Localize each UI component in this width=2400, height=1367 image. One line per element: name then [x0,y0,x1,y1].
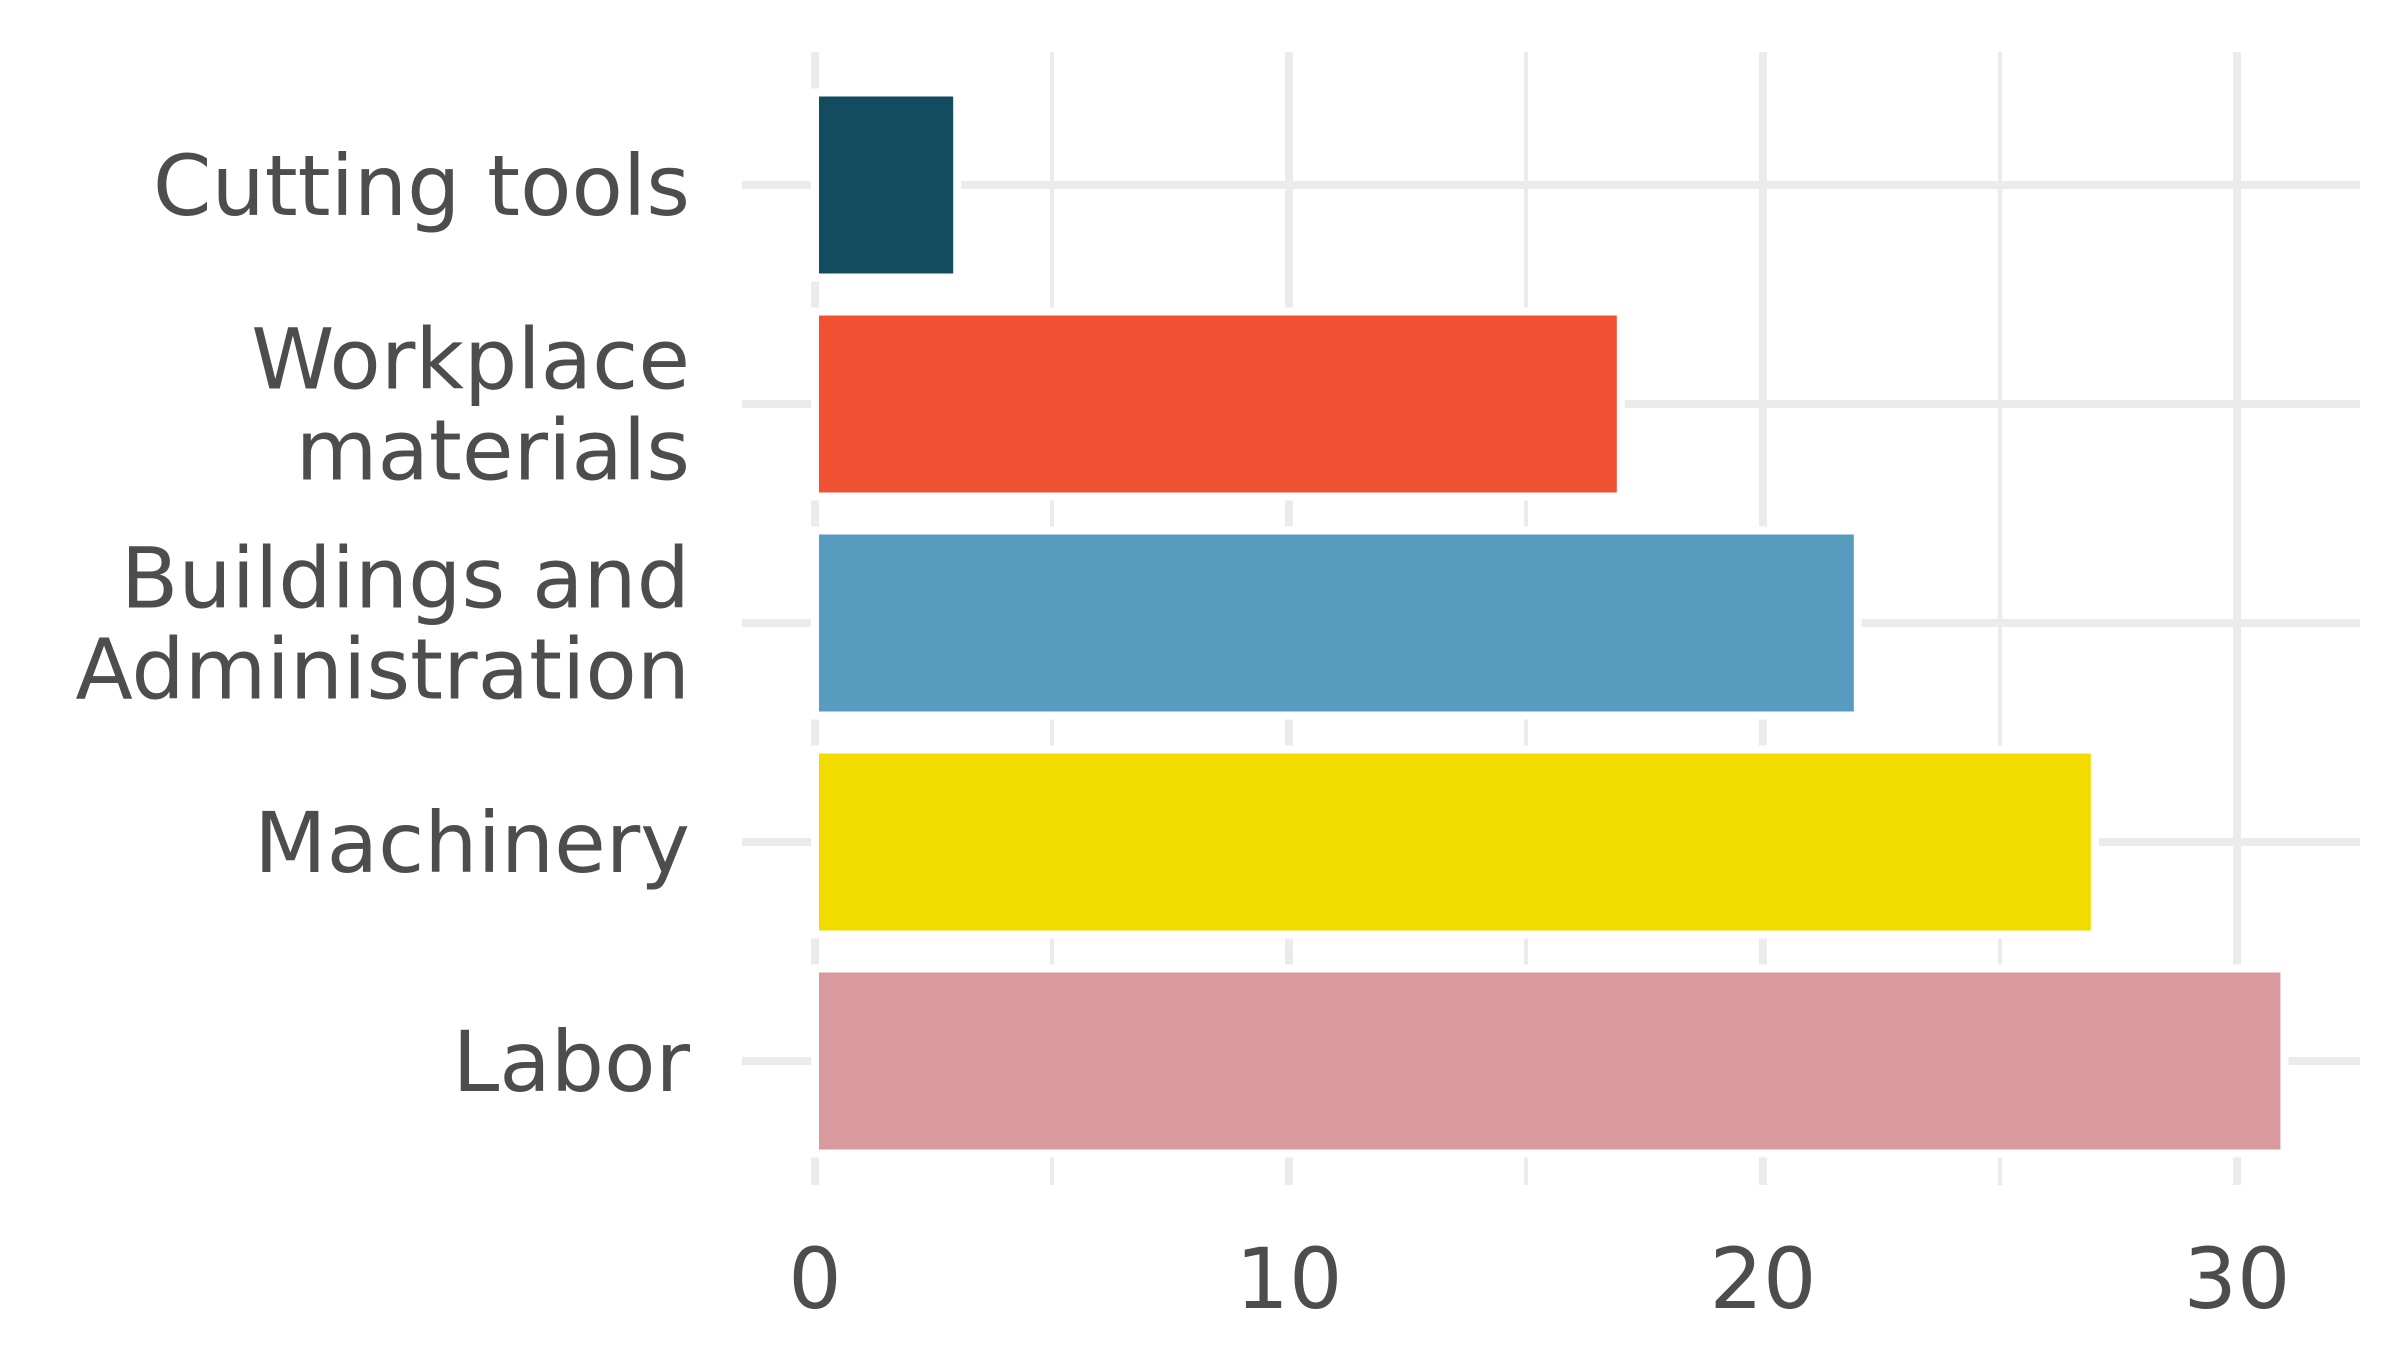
x-tick-label: 30 [2184,1230,2291,1328]
bar [811,307,1625,501]
bar [811,745,2099,939]
category-label-line: Cutting tools [153,137,690,235]
bar [811,964,2289,1158]
category-label-line: Machinery [254,794,690,892]
x-tick-label: 20 [1710,1230,1817,1328]
category-label-line: Workplace [251,311,690,409]
x-tick-label: 10 [1236,1230,1343,1328]
x-axis-tick-labels: 0 10 20 30 [788,1230,2290,1328]
category-label-line: Administration [75,621,690,719]
x-tick-label: 0 [788,1230,841,1328]
bars [811,88,2289,1158]
category-label: Machinery [254,794,690,892]
category-label: Workplace materials [251,311,690,500]
category-label-line: Buildings and [121,530,690,628]
category-labels: Cutting tools Workplace materials Buildings… [75,137,690,1111]
category-label: Labor [452,1013,690,1111]
category-label: Buildings and Administration [75,530,690,719]
bar [811,88,962,282]
category-label-line: Labor [452,1013,690,1111]
category-label: Cutting tools [153,137,690,235]
category-label-line: materials [296,402,690,500]
bar [811,526,1862,720]
